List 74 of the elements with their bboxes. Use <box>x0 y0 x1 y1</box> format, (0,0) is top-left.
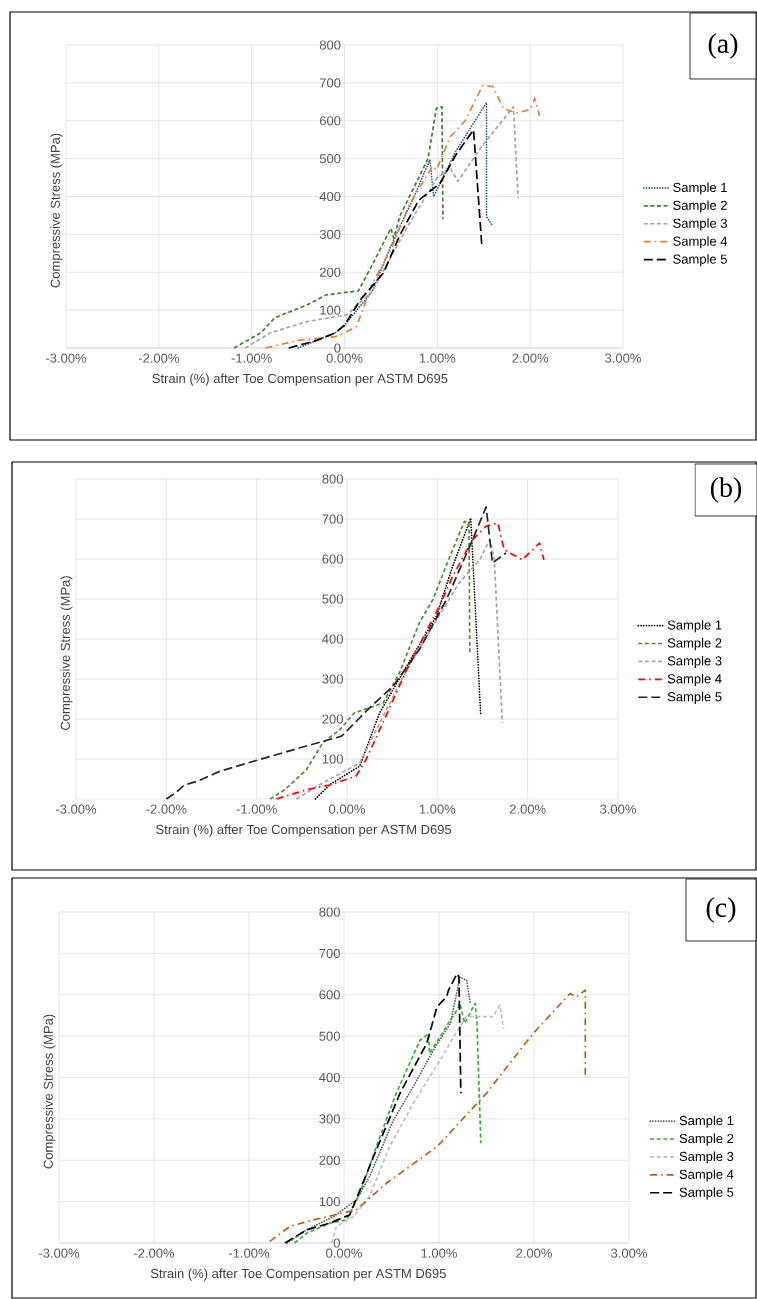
x-tick-label: 2.00% <box>509 804 546 814</box>
text: (b) <box>710 477 742 503</box>
legend-label: Sample 2 <box>679 1133 734 1146</box>
line-series <box>275 522 545 800</box>
x-axis-title: Strain (%) after Toe Compensation per ASTM D695 <box>150 1268 446 1281</box>
legend-label: Sample 1 <box>667 620 722 633</box>
y-axis-title: Compressive Stress (MPa) <box>60 576 73 730</box>
x-tick-label: -3.00% <box>45 353 87 363</box>
y-tick-label: 100 <box>319 1197 340 1207</box>
x-tick-label: 2.00% <box>512 353 549 363</box>
legend-label: Sample 4 <box>667 673 722 686</box>
y-tick-label: 400 <box>319 191 341 202</box>
y-tick-label: 500 <box>322 594 343 604</box>
y-axis-title: Compressive Stress (MPa) <box>43 1014 56 1169</box>
x-axis-title: Strain (%) after Toe Compensation per ASTM D695 <box>152 373 448 386</box>
legend-label: Sample 1 <box>673 182 727 195</box>
y-tick-label: 300 <box>322 674 343 684</box>
text: (c) <box>706 897 736 923</box>
x-tick-label: 2.00% <box>516 1248 552 1258</box>
x-axis-title: Strain (%) after Toe Compensation per ASTM D695 <box>156 824 452 837</box>
legend-label: Sample 3 <box>679 1151 734 1164</box>
x-tick-label: -1.00% <box>236 804 277 814</box>
x-tick-label: 0.00% <box>329 804 365 814</box>
line-series <box>165 506 507 800</box>
y-tick-label: 600 <box>319 990 340 1000</box>
y-tick-label: 0 <box>334 343 341 353</box>
y-tick-label: 700 <box>319 948 340 958</box>
y-tick-label: 800 <box>319 907 340 917</box>
legend-label: Sample 2 <box>673 200 727 213</box>
y-tick-label: 800 <box>322 474 343 484</box>
y-tick-label: 300 <box>319 1114 340 1124</box>
legend-label: Sample 3 <box>673 218 727 231</box>
x-tick-label: 1.00% <box>419 804 456 814</box>
legend-label: Sample 4 <box>673 236 728 249</box>
y-tick-label: 600 <box>322 554 343 564</box>
x-tick-label: -1.00% <box>228 1248 270 1258</box>
legend-label: Sample 5 <box>673 254 727 267</box>
y-tick-label: 500 <box>319 1031 340 1041</box>
legend-label: Sample 5 <box>679 1187 734 1200</box>
x-tick-label: 1.00% <box>421 1248 457 1258</box>
y-tick-label: 400 <box>322 634 343 644</box>
x-tick-label: -2.00% <box>146 804 187 814</box>
x-tick-label: 0.00% <box>326 353 363 363</box>
x-tick-label: 3.00% <box>600 804 636 814</box>
x-tick-label: -1.00% <box>231 353 272 363</box>
x-tick-label: -3.00% <box>55 804 97 814</box>
x-tick-label: 1.00% <box>419 353 456 363</box>
y-tick-label: 700 <box>319 78 341 88</box>
x-tick-label: -2.00% <box>138 353 179 363</box>
text: (a) <box>708 33 738 59</box>
x-tick-label: 3.00% <box>605 353 641 363</box>
legend-label: Sample 2 <box>667 638 722 651</box>
y-tick-label: 300 <box>319 229 341 239</box>
y-tick-label: 500 <box>319 154 341 164</box>
legend-label: Sample 5 <box>667 691 722 704</box>
legend-label: Sample 3 <box>667 655 722 669</box>
line-series <box>295 538 504 800</box>
y-tick-label: 200 <box>319 267 341 277</box>
y-tick-label: 0 <box>333 1238 340 1248</box>
x-tick-label: 3.00% <box>611 1248 647 1258</box>
x-tick-label: -3.00% <box>38 1248 80 1258</box>
y-tick-label: 100 <box>320 305 341 315</box>
y-tick-label: 700 <box>322 514 343 524</box>
y-tick-label: 600 <box>319 116 341 126</box>
y-tick-label: 200 <box>322 714 343 724</box>
y-tick-label: 400 <box>319 1072 340 1083</box>
y-tick-label: 200 <box>319 1155 340 1165</box>
y-tick-label: 100 <box>322 754 343 764</box>
x-tick-label: 0.00% <box>326 1248 362 1258</box>
y-tick-label: 800 <box>319 40 341 50</box>
legend-label: Sample 4 <box>679 1169 734 1182</box>
legend-label: Sample 1 <box>679 1115 734 1128</box>
x-tick-label: -2.00% <box>133 1248 175 1258</box>
y-axis-title: Compressive Stress (MPa) <box>50 133 63 288</box>
